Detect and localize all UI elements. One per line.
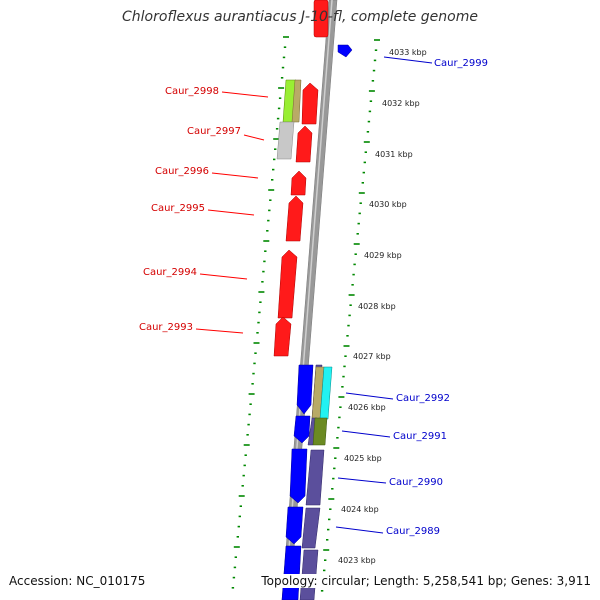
- label-caur-2993: Caur_2993: [139, 322, 193, 333]
- label-caur-2999: Caur_2999: [434, 58, 488, 69]
- kbp-label-4025: 4025 kbp: [344, 454, 382, 463]
- gene-caur-2998-red[interactable]: [301, 82, 319, 125]
- label-caur-2990: Caur_2990: [389, 477, 443, 488]
- kbp-label-4030: 4030 kbp: [369, 200, 407, 209]
- gene-caur-2994[interactable]: [277, 249, 298, 319]
- kbp-label-4023: 4023 kbp: [338, 556, 376, 565]
- gene-caur-2996[interactable]: [290, 170, 307, 196]
- gene-top-red[interactable]: [313, 0, 329, 38]
- label-caur-2994: Caur_2994: [143, 267, 197, 278]
- gene-caur-2999[interactable]: [337, 44, 353, 58]
- label-caur-2997: Caur_2997: [187, 126, 241, 137]
- gene-caur-2990-slate[interactable]: [305, 449, 325, 506]
- kbp-label-4033: 4033 kbp: [389, 48, 427, 57]
- gene-caur-2995[interactable]: [285, 195, 304, 242]
- gene-bottom-blue[interactable]: [281, 545, 302, 600]
- kbp-label-4024: 4024 kbp: [341, 505, 379, 514]
- gene-caur-2997-grey[interactable]: [276, 121, 295, 160]
- label-caur-2989: Caur_2989: [386, 526, 440, 537]
- accession-text: Accession: NC_010175: [9, 574, 146, 588]
- kbp-label-4028: 4028 kbp: [358, 302, 396, 311]
- kbp-label-4031: 4031 kbp: [375, 150, 413, 159]
- gene-caur-2992-cyan[interactable]: [319, 366, 333, 420]
- topology-text: Topology: circular; Length: 5,258,541 bp…: [261, 574, 591, 588]
- kbp-label-4027: 4027 kbp: [353, 352, 391, 361]
- label-caur-2992: Caur_2992: [396, 393, 450, 404]
- genome-title: Chloroflexus aurantiacus J-10-fl, comple…: [122, 9, 478, 25]
- label-caur-2996: Caur_2996: [155, 166, 209, 177]
- gene-caur-2990-blue[interactable]: [289, 448, 308, 504]
- label-caur-2998: Caur_2998: [165, 86, 219, 97]
- gene-caur-2989-blue[interactable]: [285, 506, 304, 545]
- kbp-label-4029: 4029 kbp: [364, 251, 402, 260]
- gene-caur-2989-slate[interactable]: [301, 507, 321, 549]
- kbp-label-4032: 4032 kbp: [382, 99, 420, 108]
- gene-caur-2998-khaki[interactable]: [291, 79, 302, 123]
- gene-caur-2992-blue[interactable]: [296, 364, 314, 415]
- tick-tracks: [231, 36, 380, 592]
- kbp-label-4026: 4026 kbp: [348, 403, 386, 412]
- label-caur-2995: Caur_2995: [151, 203, 205, 214]
- gene-caur-2991-blue[interactable]: [293, 415, 311, 444]
- blue-leader-lines: [335, 56, 433, 534]
- label-caur-2991: Caur_2991: [393, 431, 447, 442]
- gene-caur-2997-red[interactable]: [295, 125, 313, 163]
- red-leader-lines: [195, 91, 269, 334]
- backbone-highlight: [284, 0, 333, 600]
- gene-caur-2991-olive[interactable]: [312, 417, 328, 446]
- gene-caur-2993[interactable]: [273, 316, 292, 357]
